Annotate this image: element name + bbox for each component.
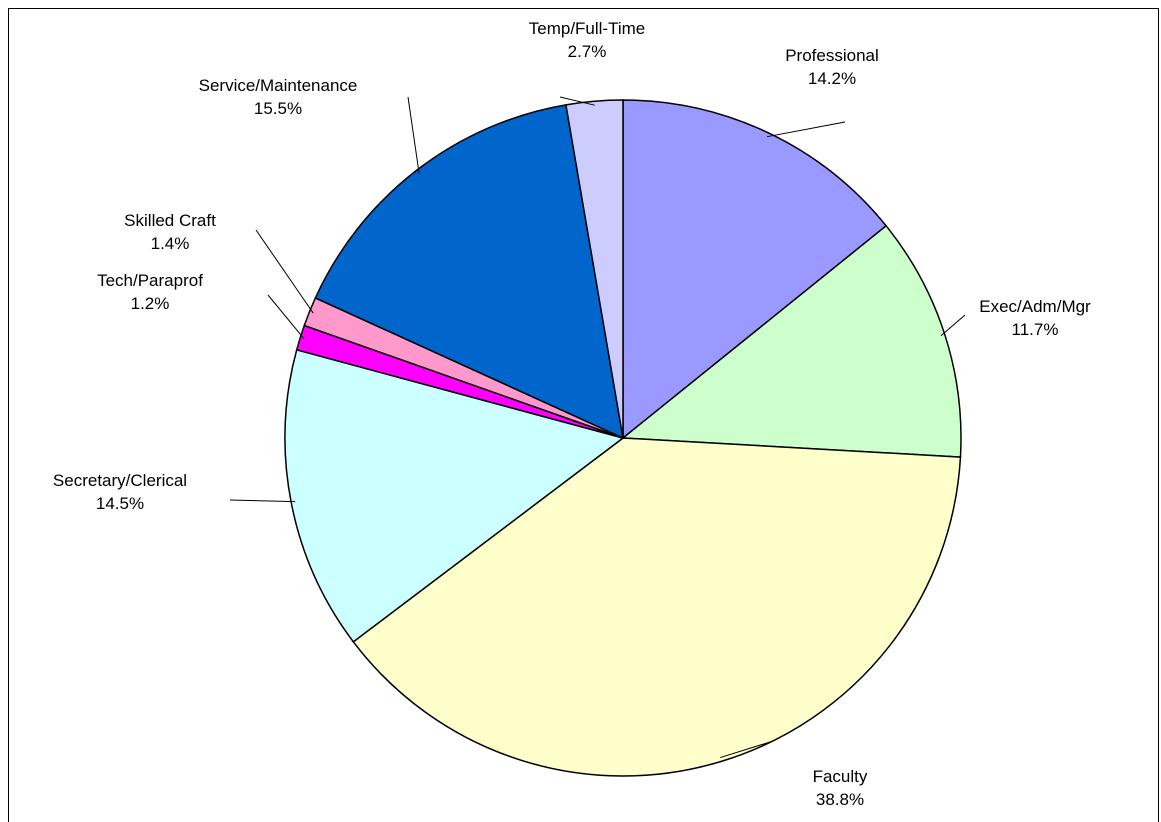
- slice-value-label: 2.7%: [568, 42, 607, 61]
- slice-value-label: 1.2%: [131, 294, 170, 313]
- slice-value-label: 14.2%: [808, 69, 856, 88]
- slice-value-label: 11.7%: [1012, 320, 1059, 339]
- slice-value-label: 1.4%: [151, 234, 190, 253]
- slice-value-label: 14.5%: [96, 494, 144, 513]
- slice-label: Skilled Craft: [124, 211, 216, 230]
- leader-line: [407, 96, 420, 174]
- leader-line: [229, 499, 296, 503]
- slice-label: Temp/Full-Time: [529, 19, 646, 38]
- leader-line: [767, 121, 846, 138]
- pie-slice: [352, 437, 962, 777]
- pie-slice: [621, 224, 962, 458]
- leader-line: [267, 294, 305, 340]
- slice-label: Service/Maintenance: [199, 76, 358, 95]
- slice-label: Professional: [785, 46, 879, 65]
- slice-label: Tech/Paraprof: [97, 271, 203, 290]
- slice-label: Exec/Adm/Mgr: [979, 297, 1091, 316]
- leader-line: [940, 314, 966, 337]
- pie-slice: [284, 348, 625, 643]
- leader-line: [720, 741, 771, 759]
- slice-label: Secretary/Clerical: [53, 471, 187, 490]
- leader-line: [559, 96, 595, 106]
- slice-value-label: 38.8%: [816, 790, 864, 809]
- pie-slice: [622, 99, 888, 440]
- pie-slice: [565, 99, 624, 439]
- slice-value-label: 15.5%: [254, 99, 302, 118]
- leader-line: [255, 229, 314, 314]
- slice-label: Faculty: [813, 767, 868, 786]
- pie-slice: [314, 103, 624, 440]
